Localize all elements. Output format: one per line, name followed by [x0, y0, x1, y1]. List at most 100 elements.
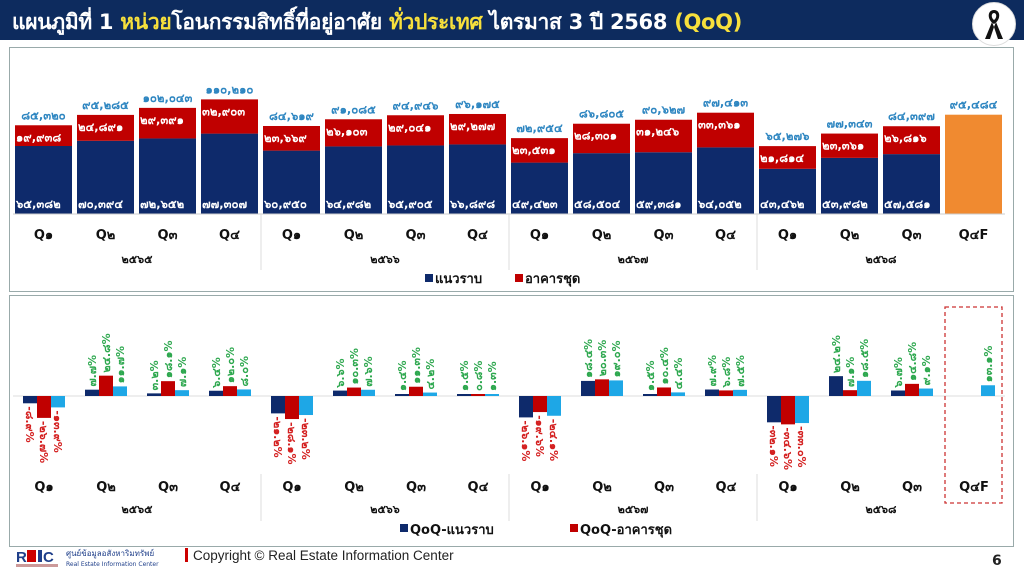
year-tick-label: ๒๕๖๕ [122, 253, 154, 266]
qoq-value-label: ๑๒.๐% [224, 347, 237, 383]
quarter-tick-label: Q๓ [158, 480, 178, 495]
qoq-condo-bar [657, 387, 671, 396]
qoq-total-bar [733, 389, 747, 396]
qoq-total-bar [547, 396, 561, 416]
condo-value-label: ๒๑,๘๑๔ [760, 151, 804, 165]
copyright-text: Copyright © Real Estate Information Cent… [193, 548, 454, 563]
qoq-lowrise-bar [23, 396, 37, 404]
quarter-tick-label: Q๑ [778, 480, 797, 495]
qoq-condo-bar [595, 379, 609, 396]
qoq-condo-bar [719, 390, 733, 396]
units-stacked-bar-chart: ๖๕,๓๘๒ ๑๙,๙๓๘ ๘๕,๓๒๐ Q๑ ๗๐,๓๙๔ ๒๔,๘๙๑ ๙๕,๒๘๕ Q๒… [13, 82, 1005, 287]
qoq-value-label: ๖.๘% [720, 357, 733, 389]
condo-value-label: ๒๘,๓๐๑ [574, 129, 617, 143]
quarter-tick-label: Q๔ [715, 228, 736, 243]
qoq-lowrise-bar [209, 390, 223, 396]
quarter-tick-label: Q๔ [468, 480, 489, 495]
lowrise-bar [77, 140, 134, 214]
qoq-total-bar [795, 396, 809, 424]
qoq-lowrise-bar [271, 396, 285, 414]
lowrise-bar [883, 154, 940, 214]
quarter-tick-label: Q๓ [902, 480, 922, 495]
lowrise-value-label: ๕๗,๕๘๑ [884, 197, 931, 211]
qoq-value-label: -๑๙.๖% [533, 415, 546, 457]
reic-logo: R C ศูนย์ข้อมูลอสังหาริมทรัพย์ Real Esta… [16, 547, 176, 569]
forecast-highlight-box [944, 306, 1003, 504]
quarter-tick-label: Q๒ [96, 228, 116, 243]
qoq-value-label: ๑.๔% [396, 360, 409, 391]
total-value-label: ๙๑,๐๘๕ [331, 102, 376, 116]
legend-swatch [400, 524, 408, 532]
condo-value-label: ๒๖,๘๑๖ [884, 131, 927, 145]
qoq-value-label: ๖.๔% [210, 357, 223, 389]
quarter-tick-label: Q๓ [406, 228, 426, 243]
qoq-condo-bar [161, 381, 175, 396]
total-value-label: ๙๕,๔๘๔ [950, 98, 998, 112]
qoq-condo-bar [223, 386, 237, 396]
qoq-condo-bar [37, 396, 51, 418]
qoq-value-label: ๐.๘% [472, 361, 485, 391]
qoq-total-bar [237, 389, 251, 396]
units-chart-panel: ๖๕,๓๘๒ ๑๙,๙๓๘ ๘๕,๓๒๐ Q๑ ๗๐,๓๙๔ ๒๔,๘๙๑ ๙๕,๒๘๕ Q๒… [9, 47, 1014, 292]
legend-swatch [425, 274, 433, 282]
quarter-tick-label: Q๑ [282, 228, 301, 243]
qoq-lowrise-bar [333, 390, 347, 396]
lowrise-bar [821, 157, 878, 214]
condo-bar [883, 126, 940, 155]
quarter-tick-label: Q๒ [344, 228, 364, 243]
qoq-condo-bar [347, 387, 361, 396]
condo-value-label: ๒๓,๖๖๙ [264, 131, 307, 145]
quarter-tick-label: Q๓ [158, 228, 178, 243]
svg-text:R: R [16, 549, 27, 566]
year-tick-label: ๒๕๖๘ [865, 253, 897, 266]
qoq-chart-panel: -๘.๙% -๒๖.๗% -๑๓.๙% Q๑ ๗.๗% ๒๔.๘% ๑๑.๗% Q๒ ๓.๒% ๑… [9, 295, 1014, 547]
qoq-value-label: ๖.๖% [334, 358, 347, 388]
qoq-value-label: ๗.๑% [844, 357, 857, 387]
lowrise-bar [201, 133, 258, 214]
qoq-lowrise-bar [519, 396, 533, 418]
qoq-value-label: ๒๔.๒% [830, 335, 843, 373]
lowrise-bar [449, 144, 506, 214]
qoq-value-label: -๓๔.๖% [781, 427, 794, 470]
qoq-condo-bar [285, 396, 299, 420]
total-value-label: ๑๑๐,๒๑๐ [206, 82, 254, 96]
qoq-value-label: -๒๓.๒% [299, 418, 312, 460]
condo-bar [77, 114, 134, 141]
qoq-condo-bar [781, 396, 795, 425]
condo-bar [325, 119, 382, 147]
lowrise-bar [387, 145, 444, 214]
total-value-label: ๑๐๒,๐๔๓ [143, 91, 193, 105]
total-value-label: ๙๐,๖๒๗ [642, 103, 686, 117]
condo-bar [573, 123, 630, 154]
lowrise-value-label: ๖๔,๐๕๒ [697, 197, 742, 211]
page-number: 6 [992, 553, 1002, 569]
condo-value-label: ๒๓,๕๓๑ [512, 143, 556, 157]
qoq-value-label: -๓๒.๑% [767, 425, 780, 467]
qoq-value-label: ๗.๗% [86, 355, 99, 387]
qoq-value-label: -๑๓.๙% [51, 410, 64, 452]
qoq-value-label: -๒๑.๒% [271, 416, 284, 457]
qoq-lowrise-bar [891, 390, 905, 396]
quarter-tick-label: Q๑ [530, 228, 549, 243]
title-text: โอนกรรมสิทธิ์ที่อยู่อาศัย [171, 10, 389, 34]
header-bar: แผนภูมิที่ 1 หน่วยโอนกรรมสิทธิ์ที่อยู่อา… [0, 0, 1024, 40]
qoq-total-bar [671, 392, 685, 396]
qoq-total-bar [609, 380, 623, 396]
qoq-value-label: ๑๙.๐% [610, 340, 623, 377]
total-value-label: ๘๕,๓๒๐ [21, 108, 65, 122]
quarter-tick-label: Q๓ [654, 228, 674, 243]
condo-value-label: ๒๖,๑๐๓ [326, 124, 368, 138]
lowrise-value-label: ๗๒,๖๕๒ [140, 197, 185, 211]
qoq-lowrise-bar [147, 393, 161, 396]
lowrise-value-label: ๖๖,๘๙๘ [449, 197, 495, 211]
legend-swatch [515, 274, 523, 282]
qoq-condo-bar [905, 383, 919, 396]
qoq-condo-bar [471, 394, 485, 396]
qoq-value-label: ๑๐.๓% [348, 348, 361, 384]
qoq-value-label: ๖.๗% [892, 357, 905, 388]
qoq-total-bar [857, 380, 871, 396]
qoq-value-label: ๑๑.๗% [114, 346, 127, 383]
total-value-label: ๙๔,๙๔๖ [393, 98, 439, 112]
condo-value-label: ๓๑,๒๔๖ [636, 125, 679, 139]
condo-value-label: ๒๓,๓๖๑ [822, 139, 864, 153]
